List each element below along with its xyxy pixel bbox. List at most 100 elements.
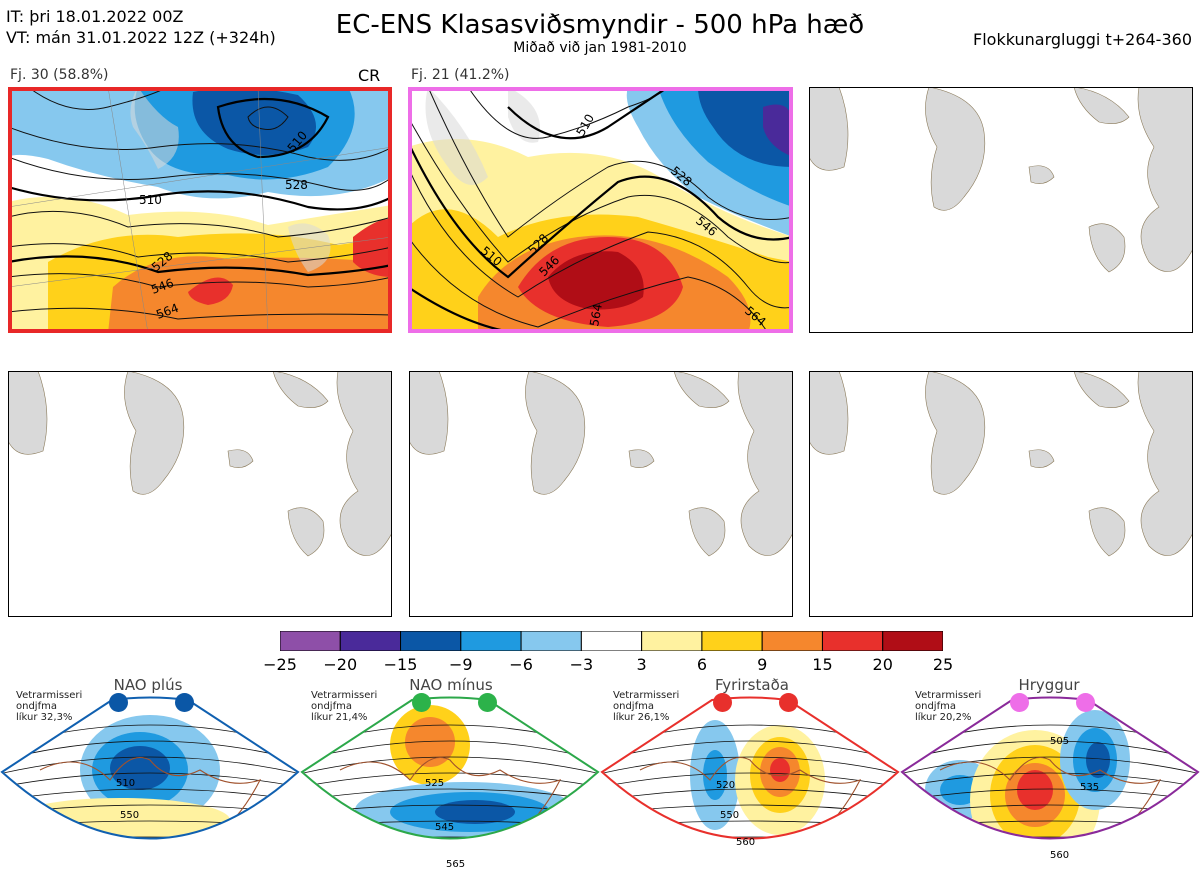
regime-dot — [412, 693, 431, 712]
regime-dot — [1010, 693, 1029, 712]
colorbar-tick-label: 20 — [872, 655, 893, 674]
regime-note-line: ondjfma — [16, 701, 57, 712]
regime-map: 520 550 560 — [600, 696, 900, 854]
regime-map: 510 550 — [0, 696, 300, 840]
p1-contour-528b: 528 — [285, 178, 308, 192]
regime-note-line: Vetrarmisseri — [16, 690, 83, 701]
panel2-label: Fj. 21 (41.2%) — [411, 67, 510, 83]
regime-frame — [900, 696, 1200, 840]
colorbar-segment — [821, 631, 884, 651]
colorbar-tick-label: 25 — [932, 655, 954, 674]
regime-note-line: Vetrarmisseri — [915, 690, 982, 701]
colorbar — [280, 631, 943, 651]
colorbar-tick-label: −9 — [449, 655, 473, 674]
contour-line — [902, 836, 1198, 839]
contour-line — [302, 756, 598, 777]
cluster-map-1: 510 528 546 564 510 528 — [8, 87, 392, 333]
regime-note-line: líkur 26,1% — [613, 712, 670, 723]
colorbar-tick-label: 15 — [812, 655, 833, 674]
contour-label: 510 — [116, 778, 135, 789]
colorbar-tick-label: 6 — [696, 655, 707, 674]
contour-line — [902, 756, 1198, 777]
colorbar-tick-label: −3 — [569, 655, 594, 674]
contour-line — [300, 853, 600, 854]
contour-line — [302, 836, 598, 839]
colorbar-segment — [701, 631, 763, 651]
regime-title: NAO plús — [113, 676, 183, 694]
land-shape — [525, 371, 586, 495]
regime-note-line: líkur 32,3% — [16, 712, 73, 723]
page-subtitle: Miðað við jan 1981-2010 — [513, 40, 687, 56]
regime-dot — [779, 693, 798, 712]
colorbar-segment — [339, 631, 402, 651]
land-shape — [925, 87, 986, 211]
contour-label: 560 — [1050, 850, 1069, 861]
regime-note: Vetrarmisseri ondjfma líkur 20,2% — [915, 690, 981, 723]
colorbar-segment — [520, 631, 582, 651]
land-shape — [925, 371, 986, 495]
regime-title: Fyrirstaða — [715, 676, 789, 694]
land-shape — [124, 371, 185, 495]
empty-map-panel — [8, 371, 392, 617]
contour-label: 505 — [1050, 736, 1069, 747]
regime-dot — [109, 693, 128, 712]
contour-label: 560 — [736, 837, 755, 848]
land-shape — [1137, 371, 1193, 556]
land-shape — [628, 449, 655, 468]
regime-dot — [713, 693, 732, 712]
colorbar-segment — [580, 631, 643, 651]
contour-line — [2, 836, 298, 839]
contour-line — [2, 772, 298, 790]
regime-note: Vetrarmisseri ondjfma líkur 21,4% — [311, 690, 377, 723]
contour-line — [302, 772, 598, 790]
panel-frame — [809, 371, 1193, 617]
colorbar-tick-label: −6 — [509, 655, 533, 674]
regime-frame — [600, 696, 900, 840]
regime-note: Vetrarmisseri ondjfma líkur 26,1% — [613, 690, 679, 723]
coastline — [39, 756, 262, 839]
anomaly-blob — [1013, 860, 1043, 870]
regime-dot — [175, 693, 194, 712]
panel-frame — [409, 371, 793, 617]
vt-line: VT: mán 31.01.2022 12Z (+324h) — [6, 28, 276, 47]
page-title: EC-ENS Klasasviðsmyndir - 500 hPa hæð — [335, 10, 865, 40]
contour-line — [602, 772, 898, 790]
regime-note-line: ondjfma — [613, 701, 654, 712]
land-shape — [336, 371, 392, 556]
empty-map-panel — [409, 371, 793, 617]
land-shape — [809, 87, 849, 171]
regime-frame — [300, 696, 600, 840]
panel1-label: Fj. 30 (58.8%) — [10, 67, 109, 83]
p1-contour-510: 510 — [139, 193, 162, 207]
contour-label: 520 — [716, 780, 735, 791]
land-shape — [809, 371, 849, 455]
regime-note-line: Vetrarmisseri — [613, 690, 680, 701]
colorbar-segment — [280, 631, 341, 651]
regime-map: 525 545 565 — [300, 696, 600, 870]
contour-line — [902, 772, 1198, 790]
land-shape — [287, 507, 325, 557]
regime-frame — [0, 696, 300, 840]
anomaly-blob — [703, 750, 727, 800]
land-shape — [673, 371, 730, 408]
p2-contour-564: 564 — [587, 303, 605, 328]
contour-line — [600, 853, 900, 854]
anomaly-blob — [1017, 770, 1053, 810]
contour-label: 525 — [425, 778, 444, 789]
regime-note-line: líkur 21,4% — [311, 712, 368, 723]
regime-title: NAO mínus — [409, 676, 493, 694]
land-shape — [1073, 371, 1130, 408]
regime-note-line: ondjfma — [311, 701, 352, 712]
land-shape — [227, 449, 254, 468]
anomaly-blob — [770, 758, 790, 782]
regime-dot — [1076, 693, 1095, 712]
coastline — [339, 756, 562, 839]
colorbar-segment — [882, 631, 943, 651]
contour-label: 565 — [446, 859, 465, 870]
coastline — [939, 756, 1162, 839]
coastline — [639, 756, 862, 839]
colorbar-segment — [761, 631, 823, 651]
land-shape — [409, 371, 449, 455]
regime-note-line: ondjfma — [915, 701, 956, 712]
land-shape — [272, 371, 329, 408]
